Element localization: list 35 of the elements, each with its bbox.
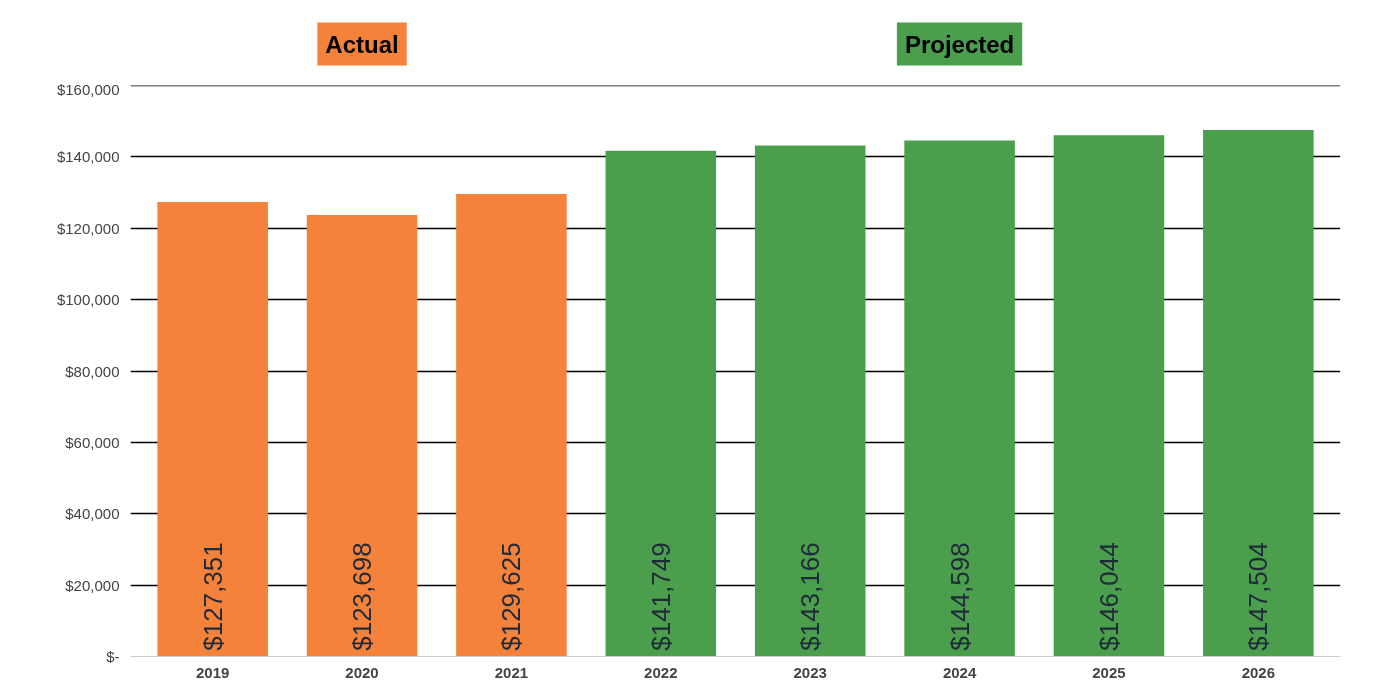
y-tick-label: $20,000	[65, 576, 120, 594]
y-tick-label: $100,000	[56, 291, 120, 309]
bar	[157, 202, 268, 657]
bar	[1053, 135, 1165, 657]
text: Actual	[325, 30, 399, 58]
y-tick-label: $-	[106, 648, 120, 665]
y-tick-label: $80,000	[65, 362, 120, 380]
data-label: $147,504	[1243, 542, 1274, 651]
bar	[605, 150, 717, 657]
data-label: $129,625	[496, 542, 527, 651]
bar	[456, 193, 567, 657]
y-tick-label: $160,000	[56, 80, 120, 98]
data-label: $143,166	[795, 542, 826, 651]
x-tick-label: 2021	[494, 663, 529, 681]
x-tick-label: 2020	[345, 663, 379, 681]
y-tick-label: $140,000	[56, 148, 120, 166]
bar	[1203, 130, 1314, 657]
data-label: $141,749	[645, 542, 676, 651]
data-label: $123,698	[347, 542, 378, 651]
data-label: $144,598	[944, 542, 975, 651]
x-tick-label: 2023	[793, 663, 827, 681]
bar	[754, 145, 866, 657]
text: Projected	[904, 30, 1015, 58]
y-tick-label: $120,000	[56, 219, 120, 237]
y-tick-label: $40,000	[65, 505, 120, 523]
data-label: $146,044	[1093, 542, 1124, 651]
x-tick-label: 2024	[942, 663, 977, 681]
data-label: $127,351	[197, 542, 228, 651]
bar	[306, 215, 418, 657]
x-tick-label: 2026	[1241, 663, 1276, 681]
x-tick-label: 2022	[644, 663, 678, 681]
y-tick-label: $60,000	[65, 433, 120, 451]
x-tick-label: 2019	[195, 663, 230, 681]
bar	[904, 140, 1015, 657]
x-tick-label: 2025	[1092, 663, 1126, 681]
